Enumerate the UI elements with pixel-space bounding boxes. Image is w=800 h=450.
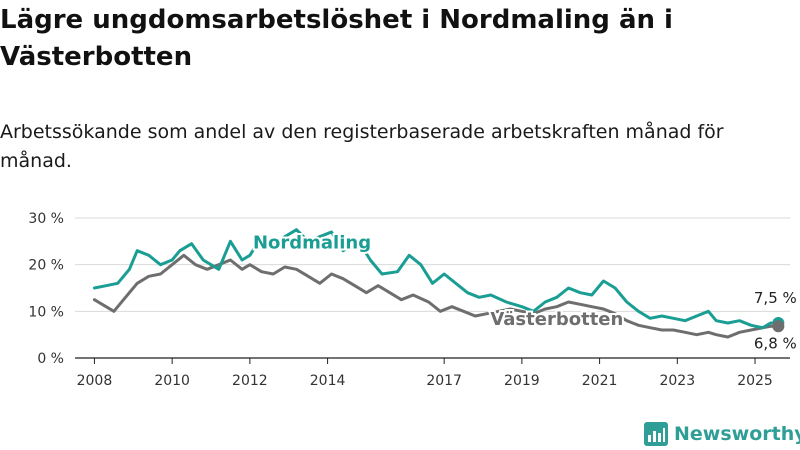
end-value-label-vasterbotten: 6,8 % (754, 334, 797, 352)
y-tick-label: 10 % (28, 304, 64, 320)
y-tick-label: 30 % (28, 211, 64, 227)
data-labels: 7,5 % 6,8 % Nordmaling Västerbotten (251, 230, 797, 352)
x-tick-label: 2008 (77, 373, 113, 389)
brand-logo: Newsworthy (644, 420, 800, 448)
grid-lines (75, 217, 790, 359)
x-tick-label: 2010 (154, 373, 190, 389)
newsworthy-bar-chart-icon (644, 422, 668, 446)
x-tick-label: 2025 (737, 373, 773, 389)
x-tick-label: 2023 (659, 373, 695, 389)
y-tick-label: 20 % (28, 258, 64, 274)
x-tick-label: 2017 (426, 373, 462, 389)
brand-name: Newsworthy (674, 423, 800, 445)
x-tick-label: 2021 (582, 373, 618, 389)
series-line-vasterbotten (92, 253, 780, 339)
chart-title: Lägre ungdomsarbetslöshet i Nordmaling ä… (0, 5, 673, 72)
x-tick-label: 2019 (504, 373, 540, 389)
y-tick-label: 0 % (37, 351, 64, 367)
axes: 0 % 10 % 20 % 30 % 2008 2010 2012 2014 2017 2019 2… (28, 211, 772, 389)
series-lines (92, 228, 785, 339)
chart-subtitle: Arbetssökande som andel av den registerb… (0, 121, 724, 172)
series-annotation-nordmaling: Nordmaling (253, 232, 371, 253)
x-tick-label: 2014 (310, 373, 346, 389)
series-line-nordmaling (92, 228, 780, 330)
line-chart: 0 % 10 % 20 % 30 % 2008 2010 2012 2014 2017 2019 2… (28, 211, 797, 389)
series-annotation-vasterbotten: Västerbotten (490, 309, 623, 330)
end-point-vasterbotten (772, 320, 785, 333)
end-value-label-nordmaling: 7,5 % (754, 289, 797, 307)
x-tick-label: 2012 (232, 373, 268, 389)
